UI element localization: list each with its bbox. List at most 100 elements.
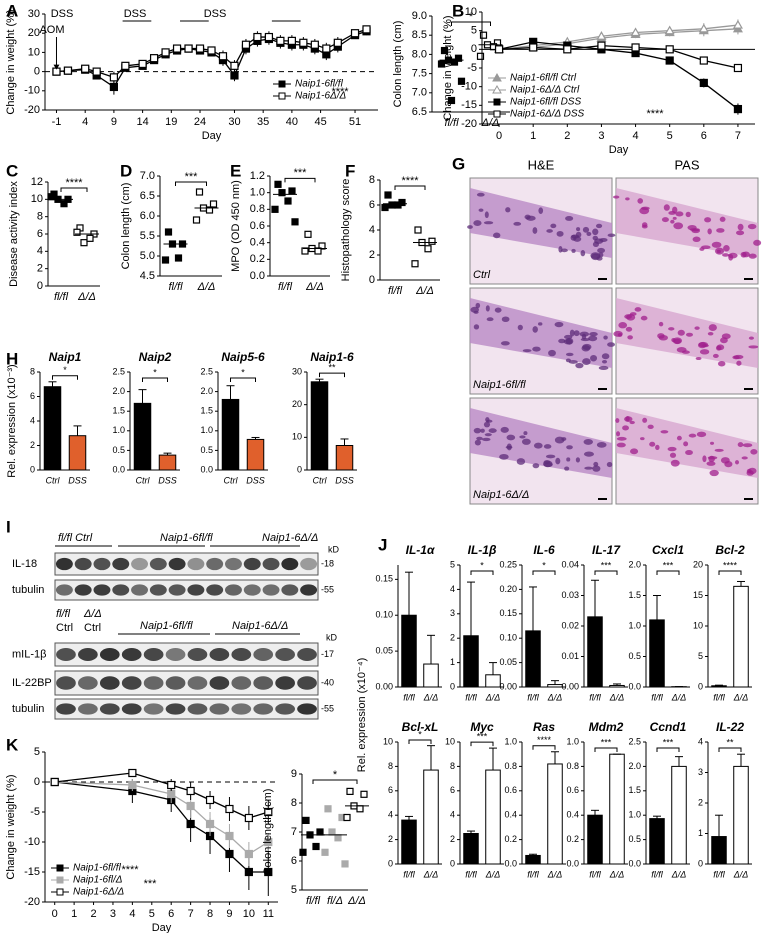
y-tick-label: 4 [450, 810, 455, 820]
marker [362, 25, 371, 34]
cell-cluster [513, 221, 522, 226]
legend-marker [56, 888, 64, 896]
x-tick-label: fl/fl [527, 869, 540, 879]
kd-unit: kD [328, 544, 340, 554]
y-tick-label: 1.0 [628, 810, 641, 820]
cell-cluster [712, 353, 719, 358]
cell-cluster [625, 197, 630, 201]
blot-band [300, 584, 318, 596]
bar [547, 763, 563, 865]
y-axis-label: Rel. expression (x10⁻⁴) [356, 658, 368, 772]
chart-title: Mdm2 [589, 720, 624, 734]
y-tick-label: 1.0 [200, 425, 213, 435]
cell-cluster [723, 245, 730, 252]
y-tick-label: 20 [28, 27, 40, 39]
cell-cluster [581, 345, 591, 352]
marker [128, 780, 137, 790]
y-tick-label: 8.5 [412, 29, 427, 41]
y-axis-label: Disease activity index [8, 181, 20, 287]
blot-band [275, 648, 295, 661]
x-tick-label: fl/Δ [327, 895, 343, 907]
cell-cluster [524, 214, 531, 220]
cell-cluster [582, 226, 590, 233]
cell-cluster [523, 431, 528, 436]
blot-band [165, 703, 186, 715]
marker [665, 56, 674, 65]
y-tick-label: 2 [388, 834, 393, 844]
cell-cluster [750, 449, 758, 455]
kd-marker: -40 [321, 677, 334, 687]
dot [278, 189, 286, 197]
cell-cluster [592, 235, 598, 241]
cell-cluster [661, 217, 669, 223]
y-tick-label: 0 [37, 280, 43, 292]
marker [350, 29, 360, 38]
cell-cluster [486, 317, 494, 322]
significance-bracket [451, 21, 491, 26]
x-tick-label: 40 [286, 116, 298, 128]
y-tick-label: 4.5 [140, 270, 155, 282]
dot [316, 828, 324, 836]
significance-bracket [312, 779, 358, 784]
y-tick-label: 5 [698, 651, 703, 661]
y-tick-label: 30 [28, 8, 40, 20]
dot [476, 52, 485, 60]
x-tick-label: Δ/Δ [609, 869, 625, 879]
dot [356, 805, 364, 813]
kd-marker: -55 [321, 703, 334, 713]
cell-cluster [543, 460, 553, 468]
cell-cluster [598, 365, 609, 371]
marker [733, 63, 743, 73]
cell-cluster [483, 221, 494, 225]
x-tick-label: Ctrl [313, 475, 328, 485]
cell-cluster [607, 342, 615, 347]
bar [711, 685, 727, 688]
y-tick-label: 1.0 [250, 187, 265, 199]
x-tick-label: Δ/Δ [609, 692, 625, 702]
bar [335, 445, 354, 471]
bar [547, 684, 563, 688]
blot-band [121, 676, 142, 690]
cell-cluster [672, 216, 677, 220]
cell-cluster [473, 310, 479, 314]
significance-label: *** [294, 167, 308, 179]
cell-cluster [616, 436, 627, 441]
x-tick-label: 0 [496, 130, 502, 142]
cell-cluster [714, 448, 724, 452]
y-tick-label: 0.00 [561, 681, 579, 691]
marker [630, 27, 641, 37]
marker [225, 831, 234, 841]
cell-cluster [545, 454, 556, 459]
x-tick-label: DSS [335, 475, 354, 485]
x-tick-label: Δ/Δ [547, 869, 563, 879]
cell-cluster [566, 457, 571, 462]
y-tick-label: 10 [383, 736, 393, 746]
cell-cluster [499, 453, 509, 460]
significance-label: * [480, 560, 484, 570]
blot-band [243, 584, 261, 596]
bar [463, 635, 479, 688]
y-tick-label: 7 [291, 826, 297, 838]
annotation: **** [331, 86, 349, 98]
y-tick-label: -10 [461, 81, 477, 93]
significance-bracket [230, 377, 256, 382]
cell-cluster [641, 222, 648, 228]
cell-cluster [561, 437, 567, 441]
significance-label: *** [185, 171, 199, 183]
y-tick-label: 10 [445, 736, 455, 746]
x-tick-label: 9 [226, 908, 232, 920]
cell-cluster [474, 439, 481, 446]
y-tick-label: 10 [31, 193, 43, 205]
dot [195, 188, 204, 196]
y-tick-label: 0.05 [499, 657, 517, 667]
y-axis-label: Change in weight (%) [442, 15, 454, 120]
y-tick-label: 1.5 [200, 406, 213, 416]
marker [186, 819, 195, 829]
bar [463, 833, 479, 865]
y-tick-label: 0 [369, 274, 375, 286]
bar [423, 663, 439, 688]
x-tick-label: fl/fl [651, 869, 664, 879]
series-line [54, 772, 269, 819]
y-tick-label: 2.0 [112, 386, 125, 396]
cell-cluster [568, 360, 578, 364]
